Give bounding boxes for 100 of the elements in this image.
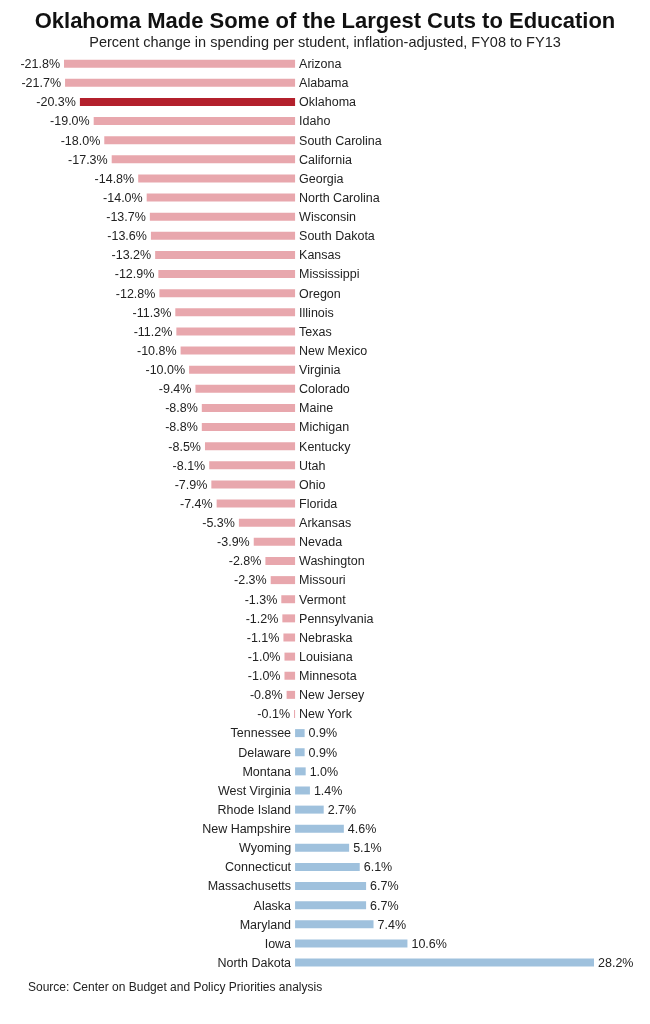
- bar: [195, 384, 296, 393]
- y-tick-label: New Hampshire: [202, 822, 292, 837]
- bar: [295, 824, 344, 833]
- bar: [281, 595, 296, 604]
- y-tick-label: Arizona: [299, 57, 342, 72]
- bar: [282, 614, 296, 623]
- data-label: -9.4%: [158, 382, 192, 397]
- bar: [295, 901, 367, 910]
- chart-subtitle: Percent change in spending per student, inflation-adjusted, FY08 to FY13: [88, 34, 562, 50]
- y-tick-label: Arkansas: [299, 516, 352, 531]
- y-tick-label: Pennsylvania: [299, 611, 374, 626]
- y-tick-label: Delaware: [238, 745, 292, 760]
- data-label: 6.1%: [363, 860, 393, 875]
- bar: [201, 423, 296, 432]
- data-label: 5.1%: [353, 841, 382, 856]
- bar: [295, 862, 360, 871]
- y-tick-label: South Carolina: [299, 133, 382, 148]
- bar: [65, 78, 296, 87]
- y-tick-label: Wisconsin: [299, 210, 357, 225]
- bar: [201, 403, 296, 412]
- y-tick-label: Michigan: [299, 420, 350, 435]
- bar: [158, 270, 296, 279]
- y-tick-label: Massachusetts: [207, 879, 292, 894]
- y-tick-label: Missouri: [299, 573, 346, 588]
- bar: [146, 193, 296, 202]
- data-label: 7.4%: [377, 917, 407, 932]
- y-tick-label: South Dakota: [299, 229, 375, 244]
- data-label: -17.3%: [68, 152, 108, 167]
- bar: [93, 117, 296, 126]
- bar: [265, 556, 296, 565]
- bar: [175, 308, 296, 317]
- data-label: -3.9%: [217, 535, 250, 550]
- data-label: -11.2%: [133, 324, 173, 339]
- bar: [253, 537, 296, 546]
- bar: [295, 729, 305, 738]
- y-tick-label: Utah: [299, 458, 326, 473]
- y-tick-label: Louisiana: [299, 649, 353, 664]
- data-label: -2.3%: [234, 573, 267, 588]
- y-tick-label: Alaska: [253, 898, 292, 913]
- y-tick-label: Florida: [299, 496, 338, 511]
- bar: [155, 250, 296, 259]
- data-label: 1.4%: [313, 783, 343, 798]
- y-tick-label: Iowa: [264, 936, 292, 951]
- bar: [238, 518, 296, 527]
- y-tick-label: New Mexico: [299, 343, 368, 358]
- bar: [284, 671, 296, 680]
- data-label: -12.9%: [114, 267, 155, 282]
- y-tick-label: Kansas: [299, 248, 341, 263]
- bar: [284, 652, 296, 661]
- y-tick-label: New York: [299, 707, 353, 722]
- data-label: -14.8%: [94, 171, 135, 186]
- data-label: -12.8%: [115, 286, 156, 301]
- y-tick-label: New Jersey: [299, 688, 366, 703]
- y-tick-label: Mississippi: [299, 267, 360, 282]
- y-tick-label: Texas: [299, 324, 332, 339]
- data-label: -8.8%: [165, 401, 198, 416]
- y-tick-label: Montana: [242, 764, 292, 779]
- data-label: -10.8%: [136, 343, 177, 358]
- bar: [138, 174, 296, 183]
- data-label: -0.8%: [249, 688, 283, 703]
- data-label: -7.4%: [179, 496, 213, 511]
- data-label: -1.0%: [247, 649, 281, 664]
- bar: [150, 231, 296, 240]
- bar: [204, 442, 296, 451]
- bar: [104, 136, 296, 145]
- data-label: -19.0%: [50, 114, 90, 129]
- bar: [159, 289, 296, 298]
- bar: [295, 805, 324, 814]
- chart-title: Oklahoma Made Some of the Largest Cuts to Education: [33, 8, 617, 34]
- y-tick-label: Maryland: [239, 917, 292, 932]
- data-label: -14.0%: [103, 190, 143, 205]
- y-tick-label: Illinois: [299, 305, 334, 320]
- data-label: -5.3%: [202, 516, 235, 531]
- y-tick-label: Nebraska: [299, 630, 353, 645]
- bar: [176, 327, 296, 336]
- data-label: -1.3%: [244, 592, 278, 607]
- data-label: -8.5%: [168, 439, 201, 454]
- data-label: 0.9%: [308, 726, 338, 741]
- y-tick-label: Idaho: [299, 114, 331, 129]
- y-tick-label: Oregon: [299, 286, 341, 301]
- data-label: -0.1%: [257, 707, 291, 722]
- data-label: -20.3%: [36, 95, 76, 110]
- bar: [189, 365, 296, 374]
- y-tick-label: Oklahoma: [299, 95, 357, 110]
- y-tick-label: California: [299, 152, 352, 167]
- data-label: 0.9%: [308, 745, 338, 760]
- y-tick-label: Ohio: [299, 477, 326, 492]
- data-label: -13.6%: [107, 229, 147, 244]
- bar: [295, 939, 408, 948]
- y-tick-label: Vermont: [299, 592, 347, 607]
- data-label: -13.2%: [111, 248, 152, 263]
- y-tick-label: Virginia: [299, 363, 341, 378]
- bar: [295, 920, 374, 929]
- data-label: 1.0%: [309, 764, 339, 779]
- y-tick-label: Alabama: [299, 76, 349, 91]
- data-label: 10.6%: [411, 936, 447, 951]
- bar: [216, 499, 296, 508]
- bar: [270, 576, 296, 585]
- bar: [111, 155, 296, 164]
- bar: [295, 786, 310, 795]
